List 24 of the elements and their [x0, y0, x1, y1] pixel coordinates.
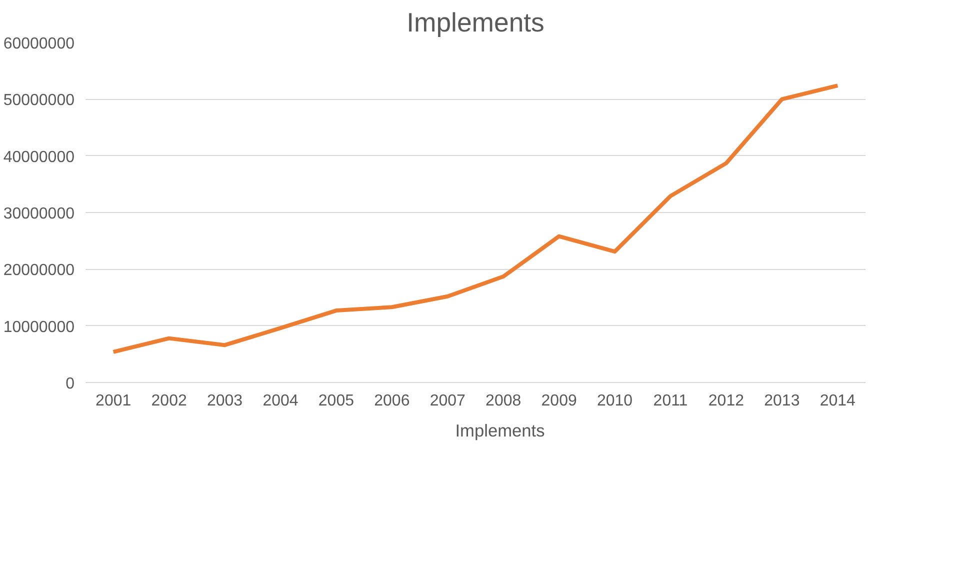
x-tick-label: 2010	[596, 392, 633, 410]
y-tick-label: 30000000	[3, 206, 75, 222]
y-tick-label: 0	[66, 376, 75, 392]
x-tick-label: 2014	[820, 392, 856, 410]
x-tick-label: 2004	[262, 392, 298, 410]
x-tick-label: 2008	[486, 392, 522, 410]
x-tick-label: 2011	[653, 392, 688, 410]
x-tick-label: 2013	[764, 392, 800, 410]
x-tick-label: 2007	[430, 392, 466, 410]
y-tick-label: 40000000	[3, 148, 75, 166]
line-series	[111, 84, 840, 354]
y-tick-label: 20000000	[3, 262, 75, 280]
x-tick-label: 2012	[708, 392, 744, 410]
x-tick-label: 2005	[318, 392, 354, 410]
x-tick-label: 2001	[96, 392, 132, 410]
x-tick-label: 2006	[374, 392, 410, 410]
text: Implements	[455, 420, 545, 441]
x-tick-label: 2003	[206, 392, 243, 410]
y-tick-label: 50000000	[3, 92, 75, 110]
x-tick-label: 2009	[541, 392, 577, 410]
y-tick-label: 60000000	[3, 36, 75, 52]
chart-title: Implements	[406, 8, 544, 38]
x-tick-label: 2002	[151, 392, 187, 410]
y-tick-label: 10000000	[3, 318, 75, 336]
